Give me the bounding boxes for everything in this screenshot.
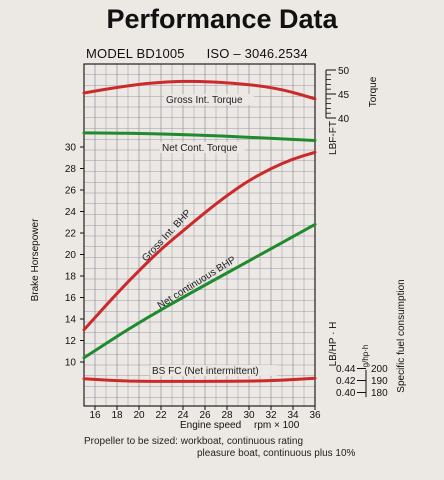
x-tick-label: 20 (133, 410, 145, 421)
series-label-5: BS FC (Net intermittent) (152, 366, 259, 377)
fuel-tick-label-g: 180 (371, 388, 388, 399)
model-line: MODEL BD1005 ISO – 3046.2534 (86, 46, 326, 61)
series-label-4: Net continuous BHP (156, 254, 238, 311)
x-tick-label: 36 (309, 410, 321, 421)
propeller-note-line-2: pleasure boat, continuous plus 10% (197, 448, 356, 459)
series-line-1 (82, 79, 317, 101)
fuel-tick-label-lb: 0.44 (336, 364, 356, 375)
x-tick-label: 22 (155, 410, 167, 421)
series-label-bg (160, 142, 245, 153)
x-axis-unit: rpm × 100 (254, 420, 300, 431)
x-tick-label: 30 (243, 410, 255, 421)
propeller-note: Propeller to be sized: workboat, continu… (84, 436, 414, 460)
axes: 16 18 20 22 24 26 28 30 32 34 36 Engine speed rpm × … (30, 66, 407, 431)
series-layer (82, 79, 317, 383)
x-axis-label: Engine speed (180, 420, 241, 431)
fuel-tick-label-g: 190 (371, 376, 388, 387)
x-tick-label: 34 (287, 410, 299, 421)
fuel-axis-label: Specific fuel consumption (396, 279, 407, 392)
torque-tick-label: 50 (338, 66, 350, 77)
fuel-tick-label-g: 200 (371, 364, 388, 375)
y-axis-label: Brake Horsepower (30, 218, 41, 301)
y-tick-label: 26 (65, 186, 77, 197)
y-tick-label: 28 (65, 164, 77, 175)
x-tick-label: 28 (221, 410, 233, 421)
chart-title: Performance Data (106, 4, 338, 34)
x-tick-label: 32 (265, 410, 277, 421)
series-line-4 (82, 222, 317, 360)
torque-axis-unit: LBF-FT (328, 121, 339, 155)
y-tick-label: 14 (65, 315, 77, 326)
series-line-2 (82, 131, 317, 143)
series-line-5 (82, 376, 317, 383)
fuel-tick-label-lb: 0.42 (336, 376, 356, 387)
y-tick-label: 20 (65, 250, 77, 261)
propeller-note-line-1: Propeller to be sized: workboat, continu… (84, 436, 304, 447)
series-label-bg (150, 365, 278, 376)
series-label-2: Net Cont. Torque (162, 143, 238, 154)
series-label-bg (164, 94, 255, 105)
y-tick-label: 18 (65, 272, 77, 283)
y-tick-label: 24 (65, 207, 77, 218)
x-tick-label: 24 (177, 410, 189, 421)
y-tick-label: 12 (65, 336, 77, 347)
plot-frame (83, 63, 316, 407)
iso-standard: ISO – 3046.2534 (206, 46, 308, 61)
fuel-axis-unit-alt: g/hp·h (361, 345, 370, 368)
x-tick-label: 18 (111, 410, 123, 421)
y-tick-label: 10 (65, 358, 77, 369)
x-tick-label: 16 (89, 410, 101, 421)
x-tick-label: 26 (199, 410, 211, 421)
grid (84, 63, 316, 406)
y-tick-label: 22 (65, 229, 77, 240)
fuel-tick-label-lb: 0.40 (336, 388, 356, 399)
y-tick-label: 16 (65, 293, 77, 304)
y-tick-label: 30 (65, 143, 77, 154)
torque-tick-label: 45 (338, 90, 350, 101)
torque-tick-label: 40 (338, 114, 350, 125)
torque-axis-label: Torque (368, 76, 379, 107)
fuel-axis-unit: LB/HP · H (328, 322, 339, 367)
model-number: MODEL BD1005 (86, 46, 185, 61)
series-label-1: Gross Int. Torque (166, 95, 243, 106)
series-line-3 (82, 150, 317, 332)
